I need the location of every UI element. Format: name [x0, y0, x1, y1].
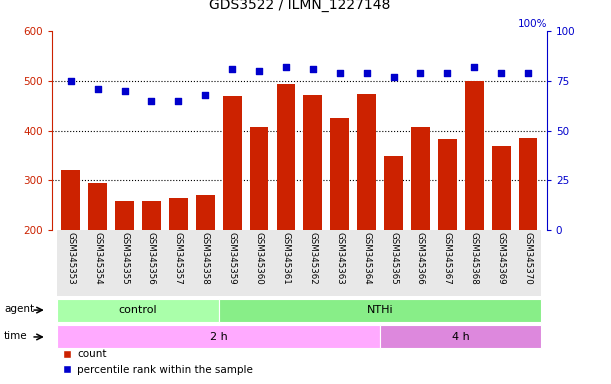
- Bar: [461, 230, 488, 296]
- Point: [308, 66, 318, 72]
- Point: [200, 91, 210, 98]
- Bar: [299, 230, 326, 296]
- Text: 100%: 100%: [518, 19, 547, 29]
- Point: [147, 98, 156, 104]
- Text: agent: agent: [4, 304, 34, 314]
- Text: time: time: [4, 331, 27, 341]
- Text: GSM345368: GSM345368: [470, 232, 479, 285]
- Text: GSM345353: GSM345353: [66, 232, 75, 285]
- Bar: [380, 230, 407, 296]
- Bar: [250, 127, 268, 230]
- Text: GDS3522 / ILMN_1227148: GDS3522 / ILMN_1227148: [209, 0, 390, 12]
- Bar: [304, 94, 322, 230]
- Text: 2 h: 2 h: [210, 332, 227, 342]
- Point: [335, 70, 345, 76]
- Bar: [115, 202, 134, 230]
- Text: GSM345354: GSM345354: [93, 232, 102, 285]
- Text: GSM345366: GSM345366: [416, 232, 425, 285]
- Text: GSM345360: GSM345360: [255, 232, 263, 285]
- Text: GSM345364: GSM345364: [362, 232, 371, 285]
- Bar: [438, 139, 457, 230]
- Bar: [61, 170, 80, 230]
- Text: NTHi: NTHi: [367, 305, 393, 315]
- Text: GSM345361: GSM345361: [282, 232, 290, 285]
- Text: control: control: [119, 305, 157, 315]
- Text: GSM345362: GSM345362: [309, 232, 317, 285]
- Point: [442, 70, 452, 76]
- Text: GSM345367: GSM345367: [443, 232, 452, 285]
- Point: [93, 86, 103, 92]
- Bar: [192, 230, 219, 296]
- Bar: [219, 299, 541, 321]
- Text: GSM345365: GSM345365: [389, 232, 398, 285]
- Bar: [88, 183, 107, 230]
- Bar: [84, 230, 111, 296]
- Bar: [331, 118, 349, 230]
- Text: 4 h: 4 h: [452, 332, 470, 342]
- Text: GSM345356: GSM345356: [147, 232, 156, 285]
- Point: [281, 64, 291, 70]
- Point: [523, 70, 533, 76]
- Text: GSM345363: GSM345363: [335, 232, 344, 285]
- Bar: [223, 96, 241, 230]
- Bar: [246, 230, 273, 296]
- Legend: count, percentile rank within the sample: count, percentile rank within the sample: [57, 345, 257, 379]
- Text: GSM345369: GSM345369: [497, 232, 506, 285]
- Bar: [138, 230, 165, 296]
- Bar: [492, 146, 511, 230]
- Text: GSM345357: GSM345357: [174, 232, 183, 285]
- Bar: [219, 230, 246, 296]
- Bar: [434, 230, 461, 296]
- Point: [254, 68, 264, 74]
- Bar: [111, 230, 138, 296]
- Point: [389, 74, 398, 80]
- Text: GSM345355: GSM345355: [120, 232, 129, 285]
- Bar: [357, 94, 376, 230]
- Bar: [57, 326, 380, 348]
- Bar: [488, 230, 514, 296]
- Bar: [465, 81, 484, 230]
- Point: [120, 88, 130, 94]
- Bar: [326, 230, 353, 296]
- Point: [362, 70, 371, 76]
- Point: [469, 64, 479, 70]
- Bar: [380, 326, 541, 348]
- Point: [496, 70, 506, 76]
- Point: [415, 70, 425, 76]
- Point: [66, 78, 76, 84]
- Text: GSM345358: GSM345358: [201, 232, 210, 285]
- Point: [174, 98, 183, 104]
- Text: GSM345370: GSM345370: [524, 232, 533, 285]
- Bar: [165, 230, 192, 296]
- Bar: [514, 230, 541, 296]
- Bar: [384, 156, 403, 230]
- Bar: [142, 202, 161, 230]
- Bar: [277, 84, 295, 230]
- Bar: [353, 230, 380, 296]
- Point: [227, 66, 237, 72]
- Bar: [57, 299, 219, 321]
- Text: GSM345359: GSM345359: [228, 232, 236, 285]
- Bar: [196, 195, 214, 230]
- Bar: [273, 230, 299, 296]
- Bar: [169, 198, 188, 230]
- Bar: [407, 230, 434, 296]
- Bar: [519, 138, 538, 230]
- Bar: [411, 127, 430, 230]
- Bar: [57, 230, 84, 296]
